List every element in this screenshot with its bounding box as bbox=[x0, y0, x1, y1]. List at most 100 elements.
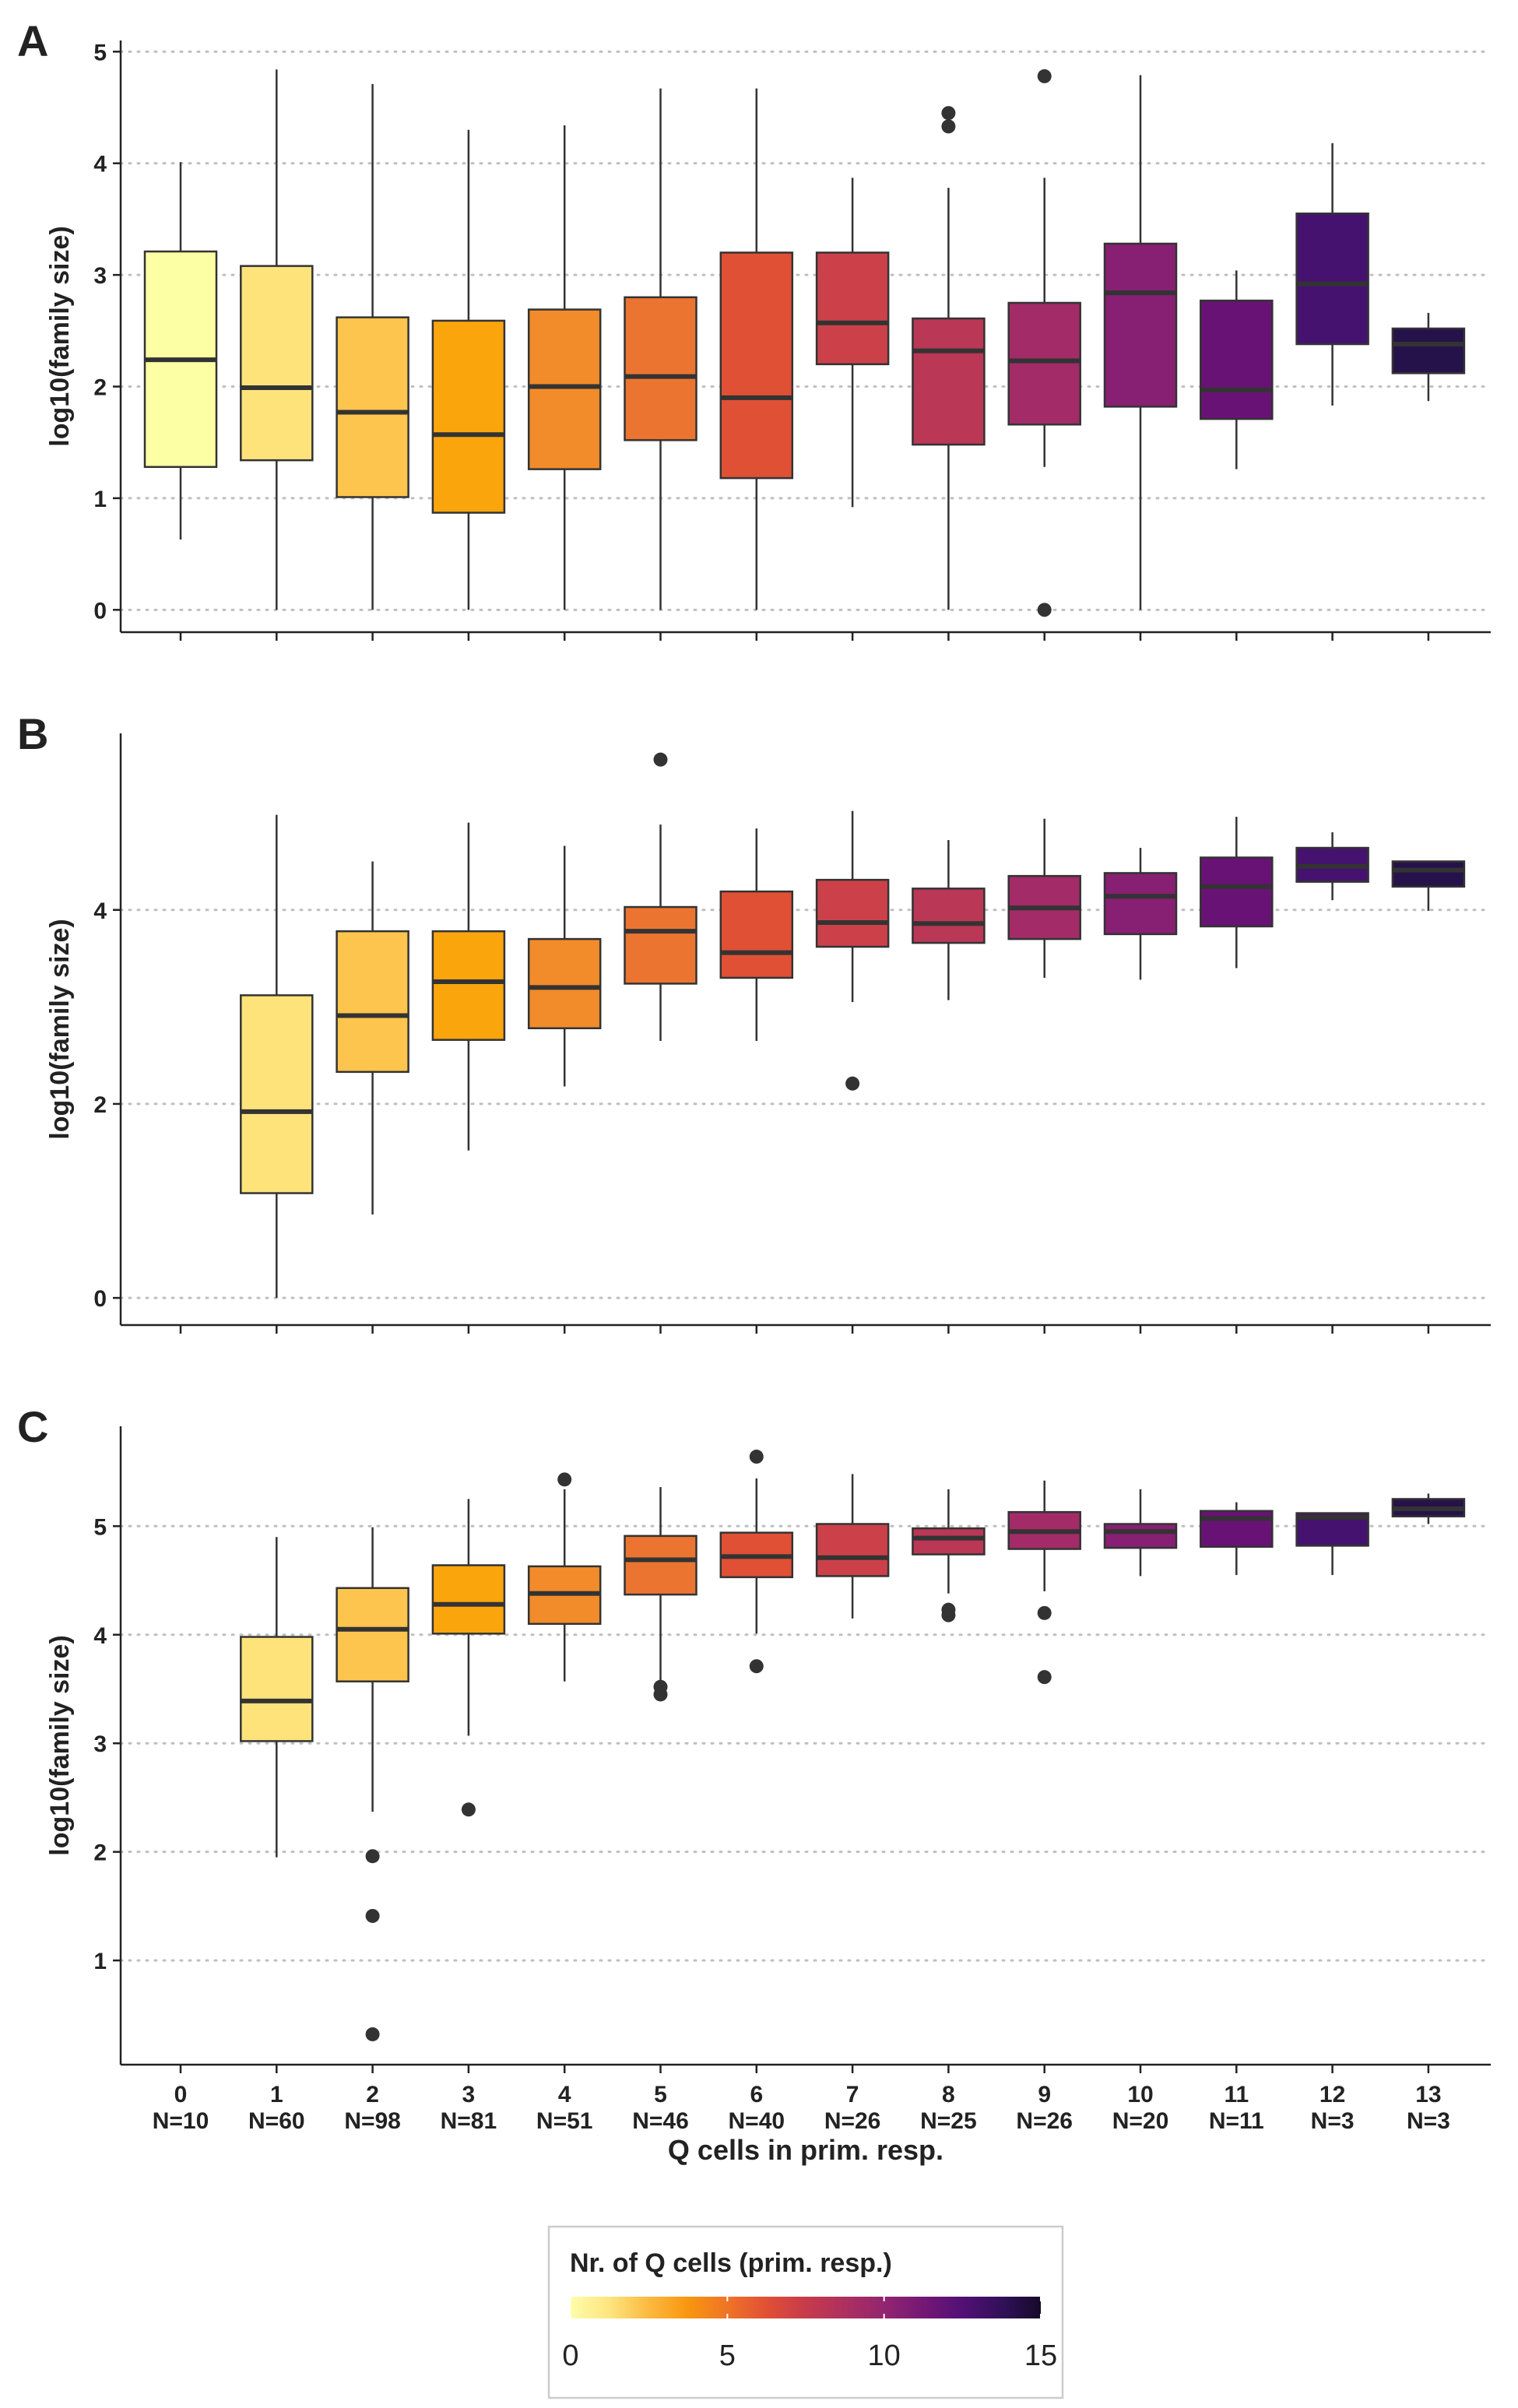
box-plot-9 bbox=[1007, 69, 1081, 617]
box-plot-12 bbox=[1295, 1512, 1369, 1576]
y-axis-label: log10(family size) bbox=[45, 1635, 75, 1855]
box-plot-11 bbox=[1200, 817, 1274, 968]
x-tick-sublabel: N=40 bbox=[729, 2108, 785, 2134]
outlier-point bbox=[1037, 1670, 1052, 1685]
y-tick-label: 2 bbox=[93, 1840, 107, 1866]
y-axis-label: log10(family size) bbox=[45, 919, 75, 1139]
box-plot-10 bbox=[1103, 75, 1178, 610]
legend-tick-label: 0 bbox=[562, 2339, 578, 2372]
y-tick-label: 4 bbox=[93, 898, 107, 924]
box-plot-4 bbox=[527, 125, 602, 610]
box-plot-0 bbox=[143, 162, 218, 540]
panel-letter: C bbox=[17, 1402, 48, 1451]
outlier-point bbox=[365, 1908, 380, 1923]
x-tick-label: 11 bbox=[1224, 2082, 1249, 2107]
outlier-point bbox=[653, 752, 668, 767]
box-plot-3 bbox=[431, 822, 506, 1151]
outlier-point bbox=[557, 1472, 572, 1487]
y-tick-label: 4 bbox=[93, 1623, 107, 1649]
box-plot-4 bbox=[527, 1472, 602, 1682]
box-plot-12 bbox=[1295, 832, 1369, 901]
box-plot-11 bbox=[1200, 1502, 1274, 1576]
box bbox=[815, 251, 890, 366]
outlier-point bbox=[941, 106, 956, 121]
box bbox=[1103, 242, 1178, 408]
y-tick-label: 0 bbox=[93, 598, 107, 624]
y-tick-label: 5 bbox=[93, 1514, 107, 1540]
box bbox=[912, 1527, 986, 1556]
box-plot-9 bbox=[1007, 818, 1081, 978]
x-tick-sublabel: N=26 bbox=[824, 2108, 881, 2134]
y-tick-label: 2 bbox=[93, 375, 107, 401]
legend-colorbar bbox=[571, 2297, 1041, 2318]
box bbox=[1103, 1523, 1178, 1549]
box-plot-8 bbox=[912, 1489, 986, 1622]
outlier-point bbox=[749, 1450, 764, 1464]
outlier-point bbox=[941, 119, 956, 134]
y-axis-label: log10(family size) bbox=[45, 226, 75, 446]
x-tick-label: 1 bbox=[270, 2082, 283, 2107]
box-plot-7 bbox=[815, 1474, 890, 1619]
outlier-point bbox=[365, 2027, 380, 2041]
y-tick-label: 0 bbox=[93, 1286, 107, 1312]
box-plot-1 bbox=[240, 69, 314, 610]
box-plot-2 bbox=[336, 1527, 409, 2041]
x-tick-sublabel: N=10 bbox=[153, 2108, 209, 2134]
x-tick-label: 3 bbox=[462, 2082, 476, 2107]
box bbox=[1200, 299, 1274, 420]
box-plot-11 bbox=[1200, 270, 1274, 469]
box-plot-1 bbox=[240, 814, 314, 1299]
x-tick-sublabel: N=51 bbox=[536, 2108, 593, 2134]
box-plot-7 bbox=[815, 178, 890, 508]
x-tick-label: 13 bbox=[1415, 2082, 1441, 2107]
box bbox=[719, 890, 794, 979]
outlier-point bbox=[461, 1802, 476, 1817]
box-plot-12 bbox=[1295, 142, 1369, 406]
box-plot-13 bbox=[1391, 1493, 1466, 1524]
x-tick-label: 8 bbox=[942, 2082, 955, 2107]
box bbox=[336, 316, 409, 498]
y-tick-label: 2 bbox=[93, 1092, 107, 1118]
x-axis-label: Q cells in prim. resp. bbox=[668, 2134, 943, 2166]
panel-c: C123450N=101N=602N=983N=814N=515N=466N=4… bbox=[17, 1402, 1492, 2166]
legend-tick-label: 15 bbox=[1024, 2339, 1057, 2372]
x-tick-sublabel: N=25 bbox=[920, 2108, 977, 2134]
x-tick-sublabel: N=98 bbox=[344, 2108, 401, 2134]
box-plot-10 bbox=[1103, 1489, 1178, 1577]
box bbox=[1391, 327, 1466, 374]
box-plot-5 bbox=[624, 1487, 698, 1702]
outlier-point bbox=[941, 1608, 956, 1622]
box-plot-10 bbox=[1103, 848, 1178, 980]
box-plot-5 bbox=[624, 88, 698, 610]
panel-letter: B bbox=[17, 709, 48, 758]
box-plot-2 bbox=[336, 83, 409, 610]
outlier-point bbox=[749, 1659, 764, 1674]
box bbox=[719, 251, 794, 480]
color-legend: Nr. of Q cells (prim. resp.) 0 5 10 15 bbox=[547, 2225, 1064, 2399]
box-plot-5 bbox=[624, 752, 698, 1041]
box bbox=[912, 317, 986, 446]
x-tick-label: 5 bbox=[654, 2082, 667, 2107]
outlier-point bbox=[845, 1076, 860, 1091]
box bbox=[527, 937, 602, 1030]
y-tick-label: 1 bbox=[93, 487, 107, 512]
box bbox=[1103, 872, 1178, 936]
y-tick-label: 5 bbox=[93, 40, 107, 65]
box bbox=[1295, 213, 1369, 346]
panel-b: B 0 2 4 log10(family size) bbox=[17, 709, 1492, 1334]
y-tick-label: 4 bbox=[93, 152, 107, 178]
x-tick-label: 7 bbox=[846, 2082, 859, 2107]
x-tick-label: 2 bbox=[366, 2082, 379, 2107]
x-tick-sublabel: N=26 bbox=[1016, 2108, 1073, 2134]
box-plot-8 bbox=[912, 106, 986, 610]
x-tick-label: 10 bbox=[1127, 2082, 1153, 2107]
box bbox=[240, 1636, 314, 1742]
box bbox=[240, 265, 314, 462]
box-plot-6 bbox=[719, 828, 794, 1041]
box bbox=[527, 308, 602, 470]
legend-title: Nr. of Q cells (prim. resp.) bbox=[570, 2248, 892, 2278]
box-plot-13 bbox=[1391, 860, 1466, 911]
legend-tick-label: 5 bbox=[719, 2339, 736, 2372]
panel-a: A 0 1 2 3 4 5 log10(family size) bbox=[17, 16, 1492, 641]
outlier-point bbox=[365, 1849, 380, 1864]
